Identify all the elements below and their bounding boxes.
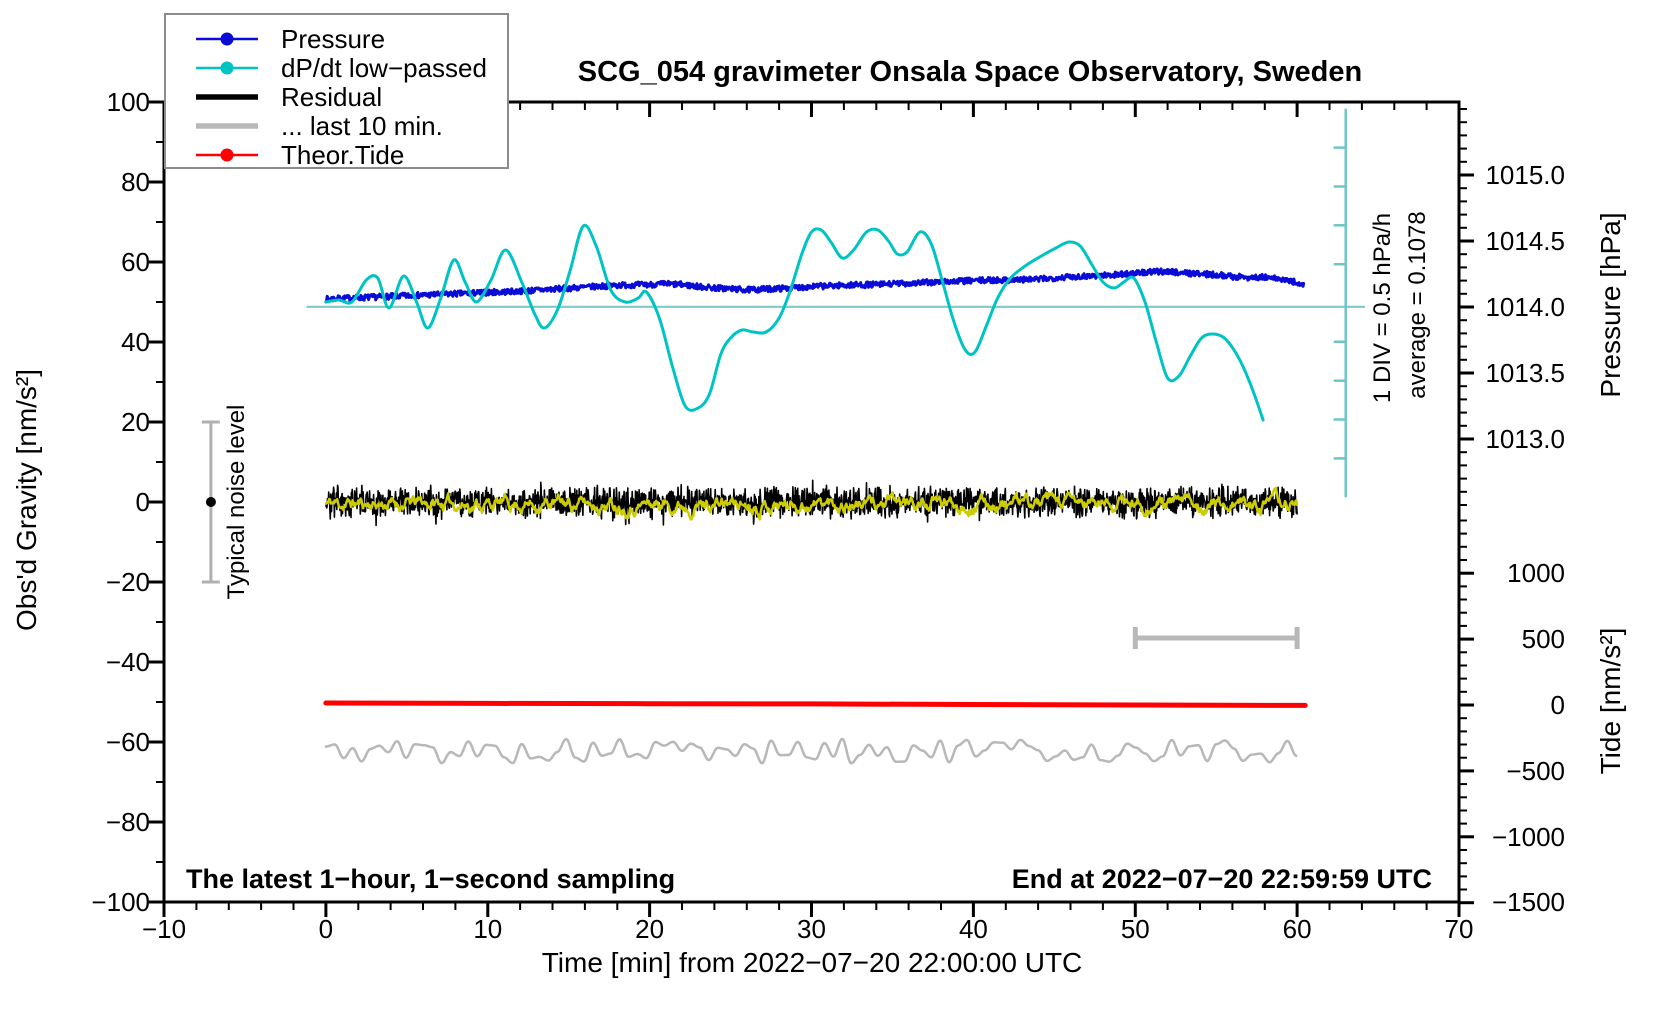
svg-text:−60: −60: [106, 727, 150, 757]
svg-text:80: 80: [121, 167, 150, 197]
average-annotation: average = 0.1078: [1404, 211, 1431, 399]
svg-text:20: 20: [121, 407, 150, 437]
svg-text:50: 50: [1121, 914, 1150, 944]
svg-text:−500: −500: [1506, 756, 1565, 786]
svg-text:1015.0: 1015.0: [1485, 160, 1565, 190]
legend-item-residual: Residual: [196, 82, 382, 112]
legend: Pressure dP/dt low−passed Residual ... l…: [164, 13, 509, 170]
left-axis-title: Obs'd Gravity [nm/s²]: [11, 369, 42, 631]
svg-text:40: 40: [121, 327, 150, 357]
chart-title: SCG_054 gravimeter Onsala Space Observat…: [578, 56, 1362, 88]
legend-label-dpdt: dP/dt low−passed: [281, 53, 487, 83]
legend-label-tide: Theor.Tide: [281, 140, 404, 170]
svg-text:70: 70: [1445, 914, 1474, 944]
svg-text:1014.0: 1014.0: [1485, 292, 1565, 322]
svg-text:60: 60: [121, 247, 150, 277]
legend-item-tide: Theor.Tide: [196, 140, 404, 170]
end-time-note: End at 2022−07−20 22:59:59 UTC: [1012, 864, 1432, 894]
svg-text:40: 40: [959, 914, 988, 944]
svg-text:−100: −100: [91, 887, 150, 917]
svg-text:0: 0: [1551, 690, 1565, 720]
svg-text:10: 10: [473, 914, 502, 944]
sampling-note: The latest 1−hour, 1−second sampling: [186, 864, 675, 894]
svg-text:1013.0: 1013.0: [1485, 424, 1565, 454]
svg-text:−20: −20: [106, 567, 150, 597]
svg-text:1000: 1000: [1507, 558, 1565, 588]
legend-item-dpdt: dP/dt low−passed: [196, 53, 487, 83]
svg-text:0: 0: [136, 487, 150, 517]
tide-axis-title: Tide [nm/s²]: [1595, 628, 1626, 775]
legend-label-pressure: Pressure: [281, 24, 385, 54]
svg-text:30: 30: [797, 914, 826, 944]
noise-level-annotation: Typical noise level: [223, 405, 250, 600]
legend-label-residual: Residual: [281, 82, 382, 112]
div-scale-annotation: 1 DIV = 0.5 hPa/h: [1369, 213, 1396, 403]
chart-text-layer: SCG_054 gravimeter Onsala Space Observat…: [11, 56, 1626, 978]
svg-text:1013.5: 1013.5: [1485, 358, 1565, 388]
svg-text:1014.5: 1014.5: [1485, 226, 1565, 256]
svg-text:60: 60: [1283, 914, 1312, 944]
legend-item-pressure: Pressure: [196, 24, 385, 54]
tide-dot-icon: [220, 148, 234, 162]
svg-text:−80: −80: [106, 807, 150, 837]
svg-text:0: 0: [319, 914, 333, 944]
legend-item-last10: ... last 10 min.: [196, 111, 443, 141]
plot-generated-content: −10 0 10 20 30 40 50 60 70100806040200−20−40−60−…: [91, 87, 1565, 944]
svg-text:20: 20: [635, 914, 664, 944]
svg-text:−1500: −1500: [1492, 887, 1565, 917]
svg-text:−40: −40: [106, 647, 150, 677]
dpdt-dot-icon: [220, 61, 234, 75]
svg-text:500: 500: [1522, 624, 1565, 654]
pressure-axis-title: Pressure [hPa]: [1595, 212, 1626, 397]
pressure-dot-icon: [220, 32, 234, 46]
legend-label-last10: ... last 10 min.: [281, 111, 443, 141]
svg-text:−1000: −1000: [1492, 822, 1565, 852]
x-axis-title: Time [min] from 2022−07−20 22:00:00 UTC: [542, 947, 1083, 978]
svg-text:100: 100: [107, 87, 150, 117]
svg-text:−10: −10: [142, 914, 186, 944]
